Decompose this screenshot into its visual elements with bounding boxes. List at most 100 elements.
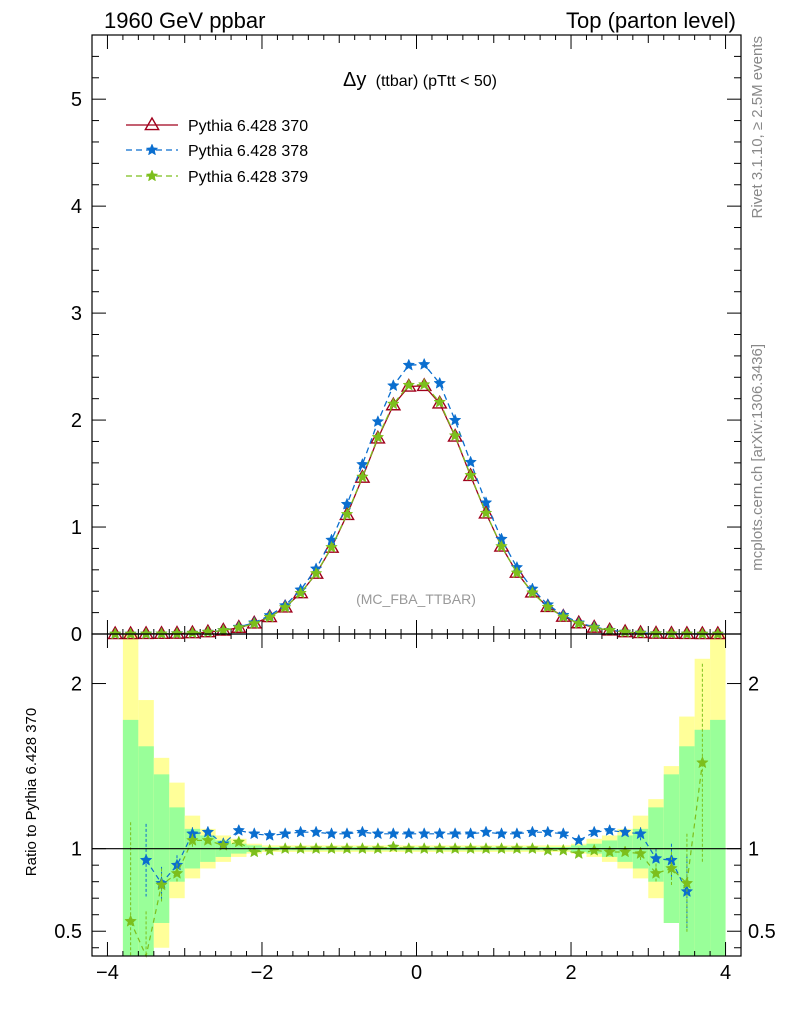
ratio-point-0 xyxy=(232,823,246,836)
data-point-2 xyxy=(572,616,586,629)
data-point-2 xyxy=(325,540,338,553)
series-line-2 xyxy=(115,383,718,635)
ratio-band-inner xyxy=(694,729,711,956)
legend-marker-0 xyxy=(144,116,160,131)
data-point-2 xyxy=(479,506,493,519)
y-tick-label: 2 xyxy=(71,410,82,432)
data-point-2 xyxy=(247,616,261,630)
ratio-point-0 xyxy=(340,827,354,840)
data-point-1 xyxy=(356,457,369,470)
ratio-y-tick-label-right: 1 xyxy=(748,839,759,861)
data-point-2 xyxy=(448,429,462,442)
ratio-point-1 xyxy=(618,845,632,858)
data-point-2 xyxy=(371,430,385,443)
plot-title-rest: (ttbar) (pTtt < 50) xyxy=(376,73,497,90)
ratio-y-tick-label-right: 0.5 xyxy=(748,921,776,943)
ratio-point-0 xyxy=(587,825,601,838)
ratio-point-1 xyxy=(665,861,678,874)
data-point-2 xyxy=(665,627,678,640)
ratio-point-1 xyxy=(201,833,215,846)
rivet-label: Rivet 3.1.10, ≥ 2.5M events xyxy=(749,36,766,219)
legend-label-2: Pythia 6.428 379 xyxy=(188,169,308,186)
ratio-point-0 xyxy=(479,825,493,838)
ratio-point-0 xyxy=(556,827,570,840)
data-point-2 xyxy=(263,610,277,623)
ratio-point-0 xyxy=(278,827,292,840)
data-point-2 xyxy=(464,468,477,481)
y-tick-label: 3 xyxy=(71,303,82,325)
plot-title: Δy (ttbar) (pTtt < 50) xyxy=(343,69,497,91)
ratio-point-1 xyxy=(247,845,261,858)
mcplots-label: mcplots.cern.ch [arXiv:1306.3436] xyxy=(749,344,766,571)
panel-frames xyxy=(91,34,742,957)
ratio-y-tick-label: 2 xyxy=(71,674,82,696)
y-tick-label: 1 xyxy=(71,517,82,539)
data-point-2 xyxy=(386,397,400,410)
data-point-2 xyxy=(587,621,601,634)
ratio-point-1 xyxy=(186,833,199,846)
data-point-2 xyxy=(170,626,184,639)
ratio-point-0 xyxy=(294,825,307,838)
ratio-panel-series xyxy=(124,663,709,958)
header-left: 1960 GeV ppbar xyxy=(104,8,265,33)
ratio-point-0 xyxy=(448,827,462,840)
data-point-2 xyxy=(556,610,570,623)
ratio-point-1 xyxy=(634,846,647,860)
ratio-point-0 xyxy=(495,827,508,840)
y-tick-label: 0 xyxy=(71,624,82,646)
ratio-point-0 xyxy=(464,827,477,840)
y-tick-label: 5 xyxy=(71,89,82,111)
ratio-panel-frame xyxy=(91,633,742,957)
data-point-1 xyxy=(371,415,385,428)
x-tick-label: 4 xyxy=(720,962,731,984)
data-point-2 xyxy=(526,586,539,599)
ratio-point-1 xyxy=(170,866,184,879)
ratio-point-1 xyxy=(232,835,246,848)
data-point-2 xyxy=(649,626,663,639)
data-point-2 xyxy=(495,539,508,552)
data-point-2 xyxy=(201,625,215,638)
ratio-point-0 xyxy=(309,825,323,838)
x-tick-label: −2 xyxy=(251,962,274,984)
data-point-2 xyxy=(340,507,354,520)
legend-label-1: Pythia 6.428 378 xyxy=(188,143,308,160)
x-tick-label: −4 xyxy=(96,962,119,984)
data-point-2 xyxy=(402,378,416,391)
ratio-point-1 xyxy=(680,876,694,889)
data-point-1 xyxy=(479,496,493,509)
data-point-2 xyxy=(186,626,199,639)
ratio-point-1 xyxy=(572,846,586,860)
data-point-2 xyxy=(680,627,694,640)
data-point-1 xyxy=(433,376,447,389)
header-right: Top (parton level) xyxy=(566,8,736,33)
ratio-point-0 xyxy=(572,833,586,846)
ratio-point-0 xyxy=(649,851,663,864)
data-point-2 xyxy=(603,623,617,636)
ratio-point-1 xyxy=(124,914,137,927)
data-point-1 xyxy=(417,357,431,370)
legend: Pythia 6.428 370 Pythia 6.428 378 Pythia 6… xyxy=(126,116,308,186)
ratio-point-0 xyxy=(263,828,277,841)
ratio-point-0 xyxy=(618,825,632,838)
ratio-point-0 xyxy=(417,827,431,840)
ratio-y-tick-label: 0.5 xyxy=(54,921,82,943)
legend-marker-1 xyxy=(145,143,159,156)
ratio-band-inner xyxy=(648,807,664,882)
legend-marker-2 xyxy=(145,169,159,182)
plot-title-symbol: Δy xyxy=(343,69,366,91)
ratio-point-0 xyxy=(634,827,647,840)
data-point-1 xyxy=(386,379,400,392)
data-point-2 xyxy=(618,625,632,638)
ratio-point-0 xyxy=(603,823,617,836)
ratio-y-tick-label-right: 2 xyxy=(748,674,759,696)
data-point-2 xyxy=(294,586,307,599)
data-point-2 xyxy=(155,627,168,640)
ratio-point-0 xyxy=(247,827,261,840)
ratio-point-0 xyxy=(356,825,369,838)
ratio-point-0 xyxy=(325,827,338,840)
ratio-point-1 xyxy=(696,756,709,769)
ratio-point-0 xyxy=(371,827,385,840)
data-point-2 xyxy=(433,395,447,408)
data-point-1 xyxy=(464,455,477,468)
